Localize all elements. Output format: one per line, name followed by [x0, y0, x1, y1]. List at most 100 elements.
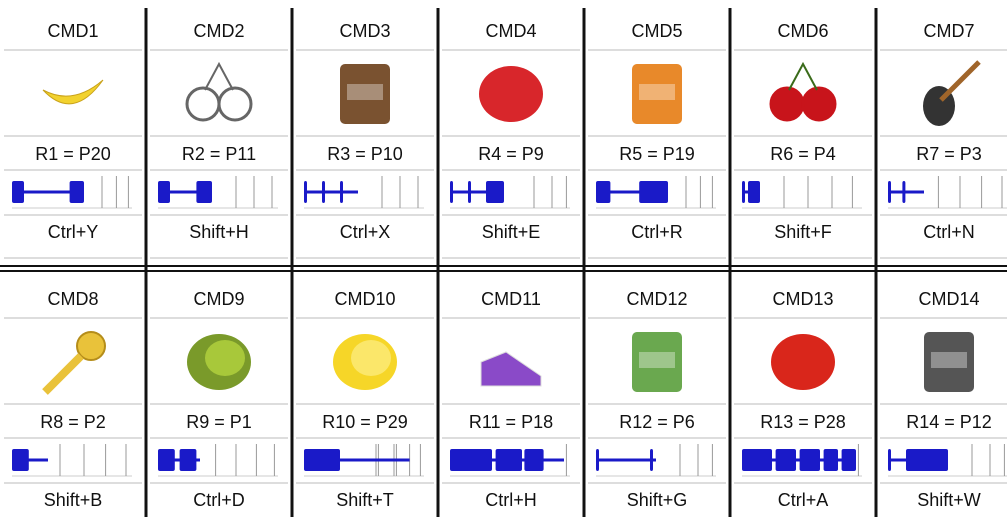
shortcut-label: Ctrl+N — [923, 222, 975, 242]
indicator-block — [179, 449, 197, 471]
rule-label: R2 = P11 — [182, 144, 256, 164]
icon-part — [639, 84, 675, 100]
icon-part — [42, 353, 84, 395]
shortcut-label: Shift+H — [189, 222, 249, 242]
indicator-block — [12, 449, 29, 471]
icon-chair — [632, 64, 682, 124]
indicator-block — [748, 181, 760, 203]
rule-label: R9 = P1 — [186, 412, 252, 432]
shortcut-label: Shift+G — [627, 490, 688, 510]
rule-label: R5 = P19 — [619, 144, 695, 164]
command-label: CMD1 — [47, 21, 98, 41]
icon-part — [205, 340, 245, 376]
command-label: CMD5 — [631, 21, 682, 41]
icon-part — [788, 61, 818, 91]
indicator-block — [158, 181, 170, 203]
indicator-block — [486, 181, 504, 203]
icon-part — [479, 66, 543, 122]
icon-banana — [42, 79, 104, 105]
indicator-block — [340, 181, 343, 203]
rule-label: R7 = P3 — [916, 144, 982, 164]
indicator-block — [304, 449, 340, 471]
command-label: CMD8 — [47, 289, 98, 309]
icon-part — [347, 84, 383, 100]
shortcut-label: Ctrl+Y — [48, 222, 99, 242]
rule-label: R12 = P6 — [619, 412, 695, 432]
indicator-block — [888, 449, 891, 471]
icon-part — [924, 332, 974, 392]
indicator-block — [158, 449, 175, 471]
icon-bike — [185, 61, 253, 122]
indicator-block — [524, 449, 544, 471]
icon-lemon — [333, 334, 397, 390]
shortcut-label: Ctrl+X — [340, 222, 391, 242]
indicator-block — [69, 181, 84, 203]
icon-part — [931, 352, 967, 368]
icon-part — [632, 332, 682, 392]
indicator-block — [888, 181, 891, 203]
icon-part — [771, 334, 835, 390]
icon-guitar — [923, 60, 981, 126]
icon-part — [217, 86, 253, 122]
icon-part — [480, 351, 542, 387]
shortcut-label: Shift+E — [482, 222, 541, 242]
command-label: CMD4 — [485, 21, 536, 41]
rule-label: R1 = P20 — [35, 144, 111, 164]
indicator-block — [304, 181, 307, 203]
shortcut-label: Shift+F — [774, 222, 832, 242]
rule-label: R8 = P2 — [40, 412, 106, 432]
icon-camera — [924, 332, 974, 392]
indicator-block — [742, 449, 772, 471]
command-label: CMD13 — [772, 289, 833, 309]
icon-part — [185, 86, 221, 122]
shortcut-label: Shift+W — [917, 490, 981, 510]
icon-part — [801, 86, 837, 122]
icon-part — [340, 64, 390, 124]
rule-label: R6 = P4 — [770, 144, 836, 164]
command-label: CMD7 — [923, 21, 974, 41]
command-label: CMD12 — [626, 289, 687, 309]
rule-label: R13 = P28 — [760, 412, 846, 432]
indicator-block — [841, 449, 856, 471]
shortcut-label: Ctrl+A — [778, 490, 829, 510]
rule-label: R4 = P9 — [478, 144, 544, 164]
icon-part — [76, 331, 106, 361]
indicator-block — [468, 181, 471, 203]
rule-label: R10 = P29 — [322, 412, 408, 432]
indicator-block — [495, 449, 522, 471]
icon-part — [632, 64, 682, 124]
icon-bottles — [632, 332, 682, 392]
icon-shoe — [480, 351, 542, 387]
icon-tomato — [771, 334, 835, 390]
icon-part — [769, 86, 805, 122]
indicator-block — [906, 449, 948, 471]
indicator-block — [742, 181, 745, 203]
command-label: CMD14 — [918, 289, 979, 309]
indicator-block — [322, 181, 325, 203]
rule-label: R11 = P18 — [469, 412, 553, 432]
shortcut-label: Ctrl+H — [485, 490, 537, 510]
indicator-block — [799, 449, 820, 471]
command-label: CMD10 — [334, 289, 395, 309]
icon-key — [42, 331, 106, 395]
icon-part — [204, 61, 234, 91]
indicator-block — [196, 181, 212, 203]
icon-part — [351, 340, 391, 376]
indicator-block — [450, 449, 492, 471]
command-label: CMD3 — [339, 21, 390, 41]
icon-part — [639, 352, 675, 368]
shortcut-label: Shift+T — [336, 490, 394, 510]
command-label: CMD2 — [193, 21, 244, 41]
icon-part — [42, 79, 104, 105]
icon-books — [340, 64, 390, 124]
indicator-block — [12, 181, 24, 203]
icon-part — [939, 60, 981, 102]
icon-glove — [479, 66, 543, 122]
indicator-block — [596, 181, 611, 203]
command-label: CMD9 — [193, 289, 244, 309]
indicator-block — [650, 449, 653, 471]
shortcut-label: Ctrl+D — [193, 490, 245, 510]
rule-label: R3 = P10 — [327, 144, 403, 164]
shortcut-label: Shift+B — [44, 490, 103, 510]
